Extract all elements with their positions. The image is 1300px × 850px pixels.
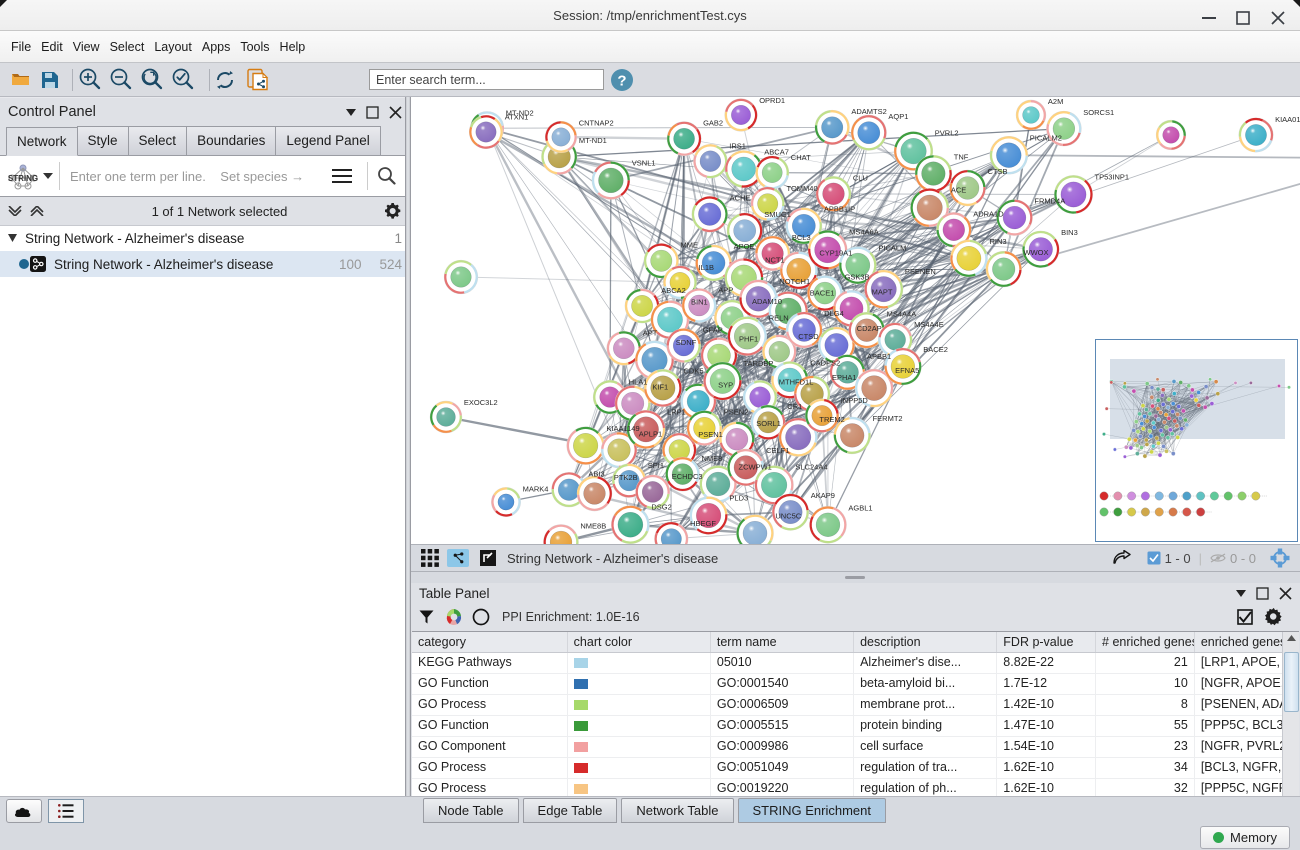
svg-text:OPRD1: OPRD1 [759, 97, 785, 105]
svg-text:TREM2: TREM2 [819, 415, 844, 424]
svg-text:DSG2: DSG2 [651, 503, 671, 512]
svg-text:ZCWPW1: ZCWPW1 [739, 463, 772, 472]
svg-text:ABCA7: ABCA7 [764, 148, 789, 157]
svg-text:CNTNAP2: CNTNAP2 [579, 118, 614, 127]
svg-text:MME: MME [681, 241, 699, 250]
svg-text:AQP1: AQP1 [888, 112, 908, 121]
svg-text:EXOC3L2: EXOC3L2 [464, 398, 498, 407]
svg-text:MT-ND1: MT-ND1 [579, 136, 607, 145]
svg-text:KIAA1149: KIAA1149 [606, 424, 639, 433]
svg-text:MS4A4E: MS4A4E [914, 320, 944, 329]
svg-text:CD2AP: CD2AP [857, 324, 882, 333]
svg-text:BCL3: BCL3 [792, 233, 811, 242]
svg-text:CYP19A1: CYP19A1 [819, 249, 852, 258]
svg-text:VSNL1: VSNL1 [632, 159, 656, 168]
svg-text:GSK3B: GSK3B [845, 273, 870, 282]
svg-text:HLA1: HLA1 [629, 377, 648, 386]
svg-text:CTSB: CTSB [988, 167, 1008, 176]
svg-text:PICALM: PICALM [878, 244, 906, 253]
svg-text:CHAT: CHAT [791, 153, 811, 162]
svg-text:MTHFD1L: MTHFD1L [779, 377, 814, 386]
svg-text:APLP1: APLP1 [639, 429, 662, 438]
svg-text:GAB2: GAB2 [703, 119, 723, 128]
svg-text:TNF: TNF [954, 152, 969, 161]
svg-text:SPI1: SPI1 [648, 461, 664, 470]
svg-text:APBB1IP: APBB1IP [824, 205, 855, 214]
svg-text:PHF1: PHF1 [739, 335, 758, 344]
svg-text:APBB1: APBB1 [867, 352, 891, 361]
svg-text:BACE2: BACE2 [923, 345, 948, 354]
svg-text:BACE1: BACE1 [810, 289, 835, 298]
svg-text:TARDBP: TARDBP [744, 359, 774, 368]
svg-text:MS4A4A: MS4A4A [887, 309, 917, 318]
svg-text:SYP: SYP [718, 381, 733, 390]
svg-text:IL1B: IL1B [699, 263, 714, 272]
svg-text:MS4A6A: MS4A6A [849, 227, 879, 236]
svg-text:APP: APP [718, 286, 733, 295]
svg-text:ACHE: ACHE [730, 193, 751, 202]
svg-text:ABI3: ABI3 [588, 469, 604, 478]
svg-text:SLC24A4: SLC24A4 [795, 463, 827, 472]
svg-text:EPHA1: EPHA1 [832, 373, 857, 382]
svg-text:?: ? [617, 73, 626, 90]
svg-text:ADAMTS2: ADAMTS2 [851, 107, 886, 116]
svg-text:MARK4: MARK4 [523, 484, 549, 493]
svg-text:A2M: A2M [1048, 97, 1063, 106]
svg-text:NME8: NME8 [702, 454, 723, 463]
svg-text:SORCS1: SORCS1 [1083, 108, 1114, 117]
svg-text:RIN3: RIN3 [990, 237, 1007, 246]
svg-text:SMUG1: SMUG1 [764, 210, 791, 219]
svg-text:INPP5D: INPP5D [841, 396, 869, 405]
svg-text:PVRL2: PVRL2 [935, 129, 959, 138]
svg-text:KIF1: KIF1 [652, 383, 668, 392]
svg-text:KIAA0125: KIAA0125 [1275, 115, 1300, 124]
svg-text:AGBL1: AGBL1 [848, 503, 872, 512]
svg-text:SDNF: SDNF [676, 338, 697, 347]
svg-text:FERMT2: FERMT2 [873, 414, 903, 423]
svg-text:EFNA5: EFNA5 [895, 366, 919, 375]
svg-text:UNC5C: UNC5C [775, 512, 801, 521]
svg-text:CLU: CLU [853, 173, 868, 182]
svg-text:CDK5: CDK5 [684, 366, 704, 375]
svg-text:BIN1: BIN1 [691, 298, 708, 307]
svg-text:GFAP: GFAP [703, 326, 723, 335]
svg-text:PICALM2: PICALM2 [1030, 133, 1062, 142]
svg-text:CADPS2: CADPS2 [810, 359, 840, 368]
svg-text:ABCA2: ABCA2 [661, 286, 686, 295]
svg-text:ADAM10: ADAM10 [752, 297, 782, 306]
svg-text:PSEN2: PSEN2 [724, 408, 749, 417]
svg-text:WWOX: WWOX [1024, 248, 1049, 257]
svg-text:MAPT: MAPT [872, 287, 893, 296]
svg-text:LRP1: LRP1 [667, 407, 686, 416]
svg-text:PSENEN: PSENEN [905, 267, 936, 276]
svg-text:ADRA1D: ADRA1D [973, 209, 1004, 218]
svg-text:STRING: STRING [8, 174, 38, 183]
svg-text:PTK2B: PTK2B [614, 473, 638, 482]
svg-text:NME8B: NME8B [580, 522, 606, 531]
svg-text:CTSD: CTSD [798, 332, 819, 341]
svg-text:PSEN1: PSEN1 [698, 430, 723, 439]
svg-text:BIN3: BIN3 [1061, 228, 1078, 237]
svg-text:NCT1: NCT1 [765, 255, 785, 264]
svg-text:DLG4: DLG4 [824, 309, 844, 318]
svg-text:PLD3: PLD3 [729, 494, 748, 503]
svg-text:TOMM40: TOMM40 [787, 184, 818, 193]
svg-text:RELN: RELN [769, 314, 789, 323]
svg-text:CELF1: CELF1 [766, 446, 789, 455]
svg-text:NOTCH1: NOTCH1 [779, 277, 810, 286]
svg-text:TP53INP1: TP53INP1 [1095, 172, 1130, 181]
svg-text:APT: APT [643, 328, 658, 337]
svg-text:ECHDC3: ECHDC3 [672, 472, 703, 481]
svg-text:HBEGF: HBEGF [690, 519, 716, 528]
svg-text:ATXN1: ATXN1 [505, 112, 529, 121]
svg-text:CR1: CR1 [787, 402, 802, 411]
svg-text:ACE: ACE [951, 186, 966, 195]
svg-text:APOE: APOE [734, 242, 755, 251]
svg-text:SORL1: SORL1 [756, 419, 781, 428]
svg-text:FRMD4A: FRMD4A [1034, 197, 1065, 206]
svg-text:AKAP9: AKAP9 [811, 491, 835, 500]
svg-text:IRS1: IRS1 [729, 141, 746, 150]
